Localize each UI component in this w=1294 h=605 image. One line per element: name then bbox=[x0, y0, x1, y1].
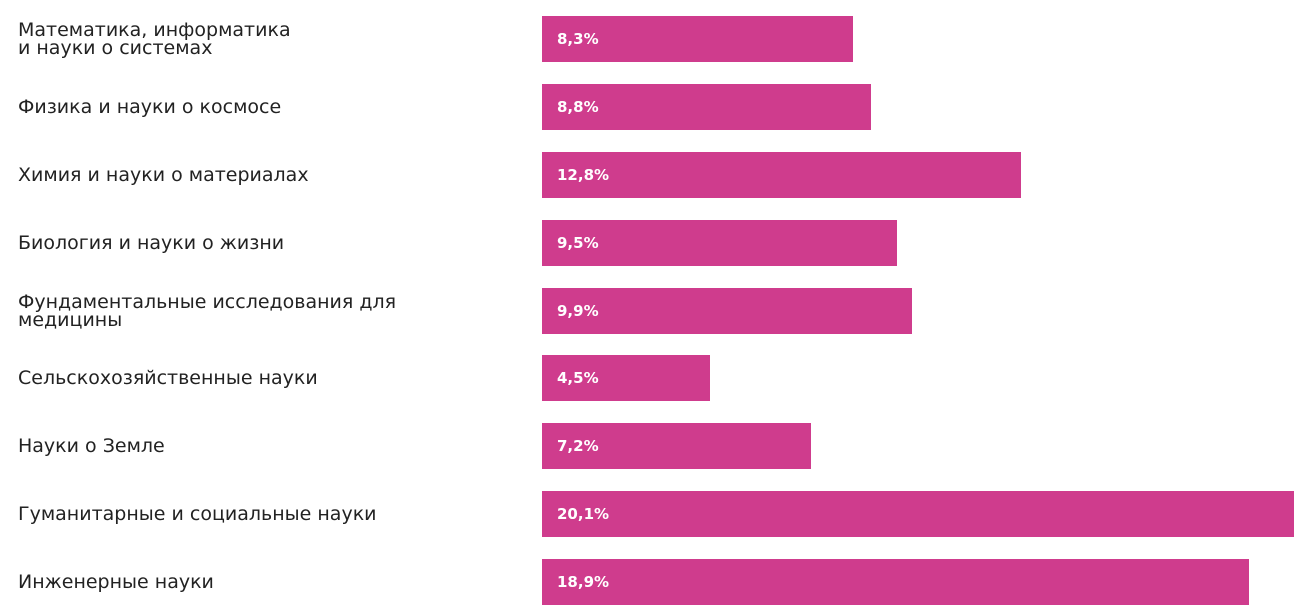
bar-value-label: 9,5% bbox=[557, 233, 599, 252]
category-label: Науки о Земле bbox=[18, 435, 165, 458]
bar: 12,8% bbox=[542, 151, 1021, 198]
category-label: Гуманитарные и социальные науки bbox=[18, 503, 377, 526]
bar-value-label: 8,3% bbox=[557, 30, 599, 48]
bar-value-label: 4,5% bbox=[557, 369, 599, 388]
bar: 8,8% bbox=[542, 83, 871, 130]
bar: 9,5% bbox=[542, 219, 897, 266]
category-label: Фундаментальные исследования для медицин… bbox=[18, 290, 397, 331]
bar: 7,2% bbox=[542, 423, 811, 470]
bar-value-label: 9,9% bbox=[557, 301, 599, 320]
bar-value-label: 20,1% bbox=[557, 505, 610, 524]
category-label: Математика, информатика и науки о систем… bbox=[18, 19, 291, 59]
bar-value-label: 7,2% bbox=[557, 437, 599, 456]
bar: 8,3% bbox=[542, 16, 853, 62]
bar: 18,9% bbox=[542, 559, 1249, 605]
bar-value-label: 8,8% bbox=[557, 97, 599, 116]
category-label: Физика и науки о космосе bbox=[18, 95, 282, 118]
bar-value-label: 18,9% bbox=[557, 573, 610, 591]
category-label: Сельскохозяйственные науки bbox=[18, 367, 318, 390]
category-label: Биология и науки о жизни bbox=[18, 231, 285, 254]
bar: 9,9% bbox=[542, 287, 912, 334]
bar: 4,5% bbox=[542, 355, 710, 402]
category-label: Инженерные науки bbox=[18, 571, 214, 593]
bar: 20,1% bbox=[542, 491, 1294, 538]
bar-value-label: 12,8% bbox=[557, 165, 610, 184]
category-label: Химия и науки о материалах bbox=[18, 163, 309, 186]
